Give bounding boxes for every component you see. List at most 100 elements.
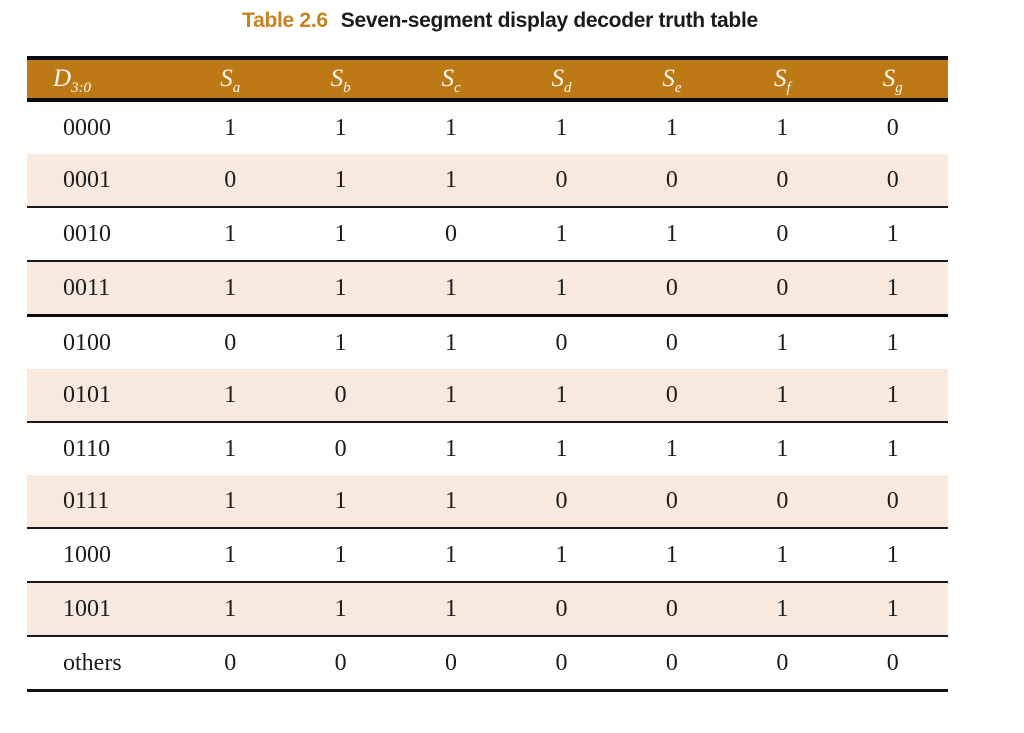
input-cell: 0011: [27, 261, 175, 317]
value-cell: 1: [395, 261, 507, 317]
value-cell: 1: [616, 207, 728, 262]
table-row-0100: 0100 0 1 1 0 0 1 1: [27, 316, 948, 370]
column-header-d3-0: D3:0: [27, 56, 175, 102]
value-cell: 1: [395, 475, 507, 529]
value-cell: 1: [175, 475, 286, 529]
header-subscript: a: [232, 80, 241, 96]
value-cell: 0: [506, 636, 617, 692]
value-cell: 1: [224, 435, 237, 462]
value-cell: 1: [285, 261, 396, 317]
value-cell: 1: [665, 435, 678, 462]
value-cell: 1: [837, 582, 948, 637]
header-subscript: f: [786, 80, 791, 96]
value-cell: 0: [506, 475, 617, 529]
input-cell: others: [27, 636, 175, 692]
truth-table: D3:0 Sa Sb Sc Sd Se Sf Sg 0000 1 1 1 1 1…: [27, 56, 948, 692]
table-row-1000: 1000 1 1 1 1 1 1 1: [27, 528, 948, 583]
value-cell: 1: [395, 154, 507, 208]
value-cell: 1: [506, 207, 617, 262]
value-cell: 1: [837, 369, 948, 423]
value-cell: 1: [776, 435, 789, 462]
input-cell: 0001: [27, 154, 175, 208]
value-cell: 1: [727, 582, 838, 637]
value-cell: 0: [727, 154, 838, 208]
value-cell: 1: [285, 154, 396, 208]
header-symbol: S: [773, 65, 787, 92]
value-cell: 1: [445, 329, 458, 356]
input-cell: 0010: [27, 207, 175, 262]
table-row-0001: 0001 0 1 1 0 0 0 0: [27, 154, 948, 208]
value-cell: 0: [285, 636, 396, 692]
table-row-0011: 0011 1 1 1 1 0 0 1: [27, 261, 948, 317]
header-symbol: S: [662, 65, 675, 92]
value-cell: 1: [837, 528, 948, 583]
input-cell: 0101: [27, 369, 175, 423]
input-cell: 0110: [63, 435, 111, 462]
value-cell: 1: [175, 582, 286, 637]
value-cell: 0: [837, 154, 948, 208]
value-cell: 1: [285, 207, 396, 262]
input-cell: 1000: [27, 528, 175, 583]
value-cell: 1: [665, 114, 678, 141]
header-subscript: b: [343, 80, 351, 96]
column-header-sg: Sg: [837, 56, 948, 102]
table-row-0111: 0111 1 1 1 0 0 0 0: [27, 475, 948, 529]
value-cell: 0: [837, 636, 948, 692]
input-cell: 1001: [27, 582, 175, 637]
value-cell: 1: [175, 369, 286, 423]
header-subscript: c: [453, 80, 461, 96]
value-cell: 0: [395, 636, 507, 692]
value-cell: 1: [334, 329, 347, 356]
header-subscript: e: [674, 80, 682, 96]
value-cell: 1: [727, 369, 838, 423]
value-cell: 1: [285, 528, 396, 583]
value-cell: 0: [334, 435, 347, 462]
value-cell: 0: [224, 329, 237, 356]
value-cell: 1: [395, 369, 507, 423]
input-cell: 0111: [27, 475, 175, 529]
header-subscript: 3:0: [71, 80, 92, 96]
header-subscript: g: [895, 80, 903, 96]
column-header-sf: Sf: [727, 56, 838, 102]
input-cell: 0000: [63, 114, 111, 141]
table-row-0110: 0110 1 0 1 1 1 1 1: [27, 422, 948, 475]
value-cell: 1: [506, 528, 617, 583]
value-cell: 0: [727, 636, 838, 692]
value-cell: 0: [727, 475, 838, 529]
value-cell: 1: [175, 528, 286, 583]
value-cell: 0: [175, 154, 286, 208]
table-row-0101: 0101 1 0 1 1 0 1 1: [27, 369, 948, 423]
value-cell: 1: [285, 475, 396, 529]
value-cell: 0: [616, 154, 728, 208]
value-cell: 0: [727, 207, 838, 262]
value-cell: 1: [616, 528, 728, 583]
header-row: D3:0 Sa Sb Sc Sd Se Sf Sg: [27, 56, 948, 102]
value-cell: 0: [727, 261, 838, 317]
value-cell: 1: [175, 207, 286, 262]
table-caption: Table 2.6 Seven-segment display decoder t…: [0, 9, 1000, 33]
value-cell: 1: [395, 582, 507, 637]
input-cell: 0100: [63, 329, 111, 356]
value-cell: 1: [506, 261, 617, 317]
column-header-sa: Sa: [175, 56, 286, 102]
value-cell: 1: [224, 114, 237, 141]
column-header-se: Se: [616, 56, 728, 102]
value-cell: 1: [837, 207, 948, 262]
value-cell: 1: [727, 528, 838, 583]
value-cell: 1: [886, 329, 899, 356]
value-cell: 0: [616, 475, 728, 529]
table-row-0000: 0000 1 1 1 1 1 1 0: [27, 100, 948, 154]
value-cell: 0: [886, 114, 899, 141]
table-caption-number: Table 2.6: [242, 9, 328, 32]
value-cell: 0: [395, 207, 507, 262]
value-cell: 0: [837, 475, 948, 529]
table-row-others: others 0 0 0 0 0 0 0: [27, 636, 948, 692]
value-cell: 0: [616, 261, 728, 317]
value-cell: 0: [555, 329, 568, 356]
value-cell: 1: [445, 114, 458, 141]
table-row-1001: 1001 1 1 1 0 0 1 1: [27, 582, 948, 637]
value-cell: 0: [616, 636, 728, 692]
value-cell: 0: [616, 582, 728, 637]
value-cell: 1: [285, 582, 396, 637]
